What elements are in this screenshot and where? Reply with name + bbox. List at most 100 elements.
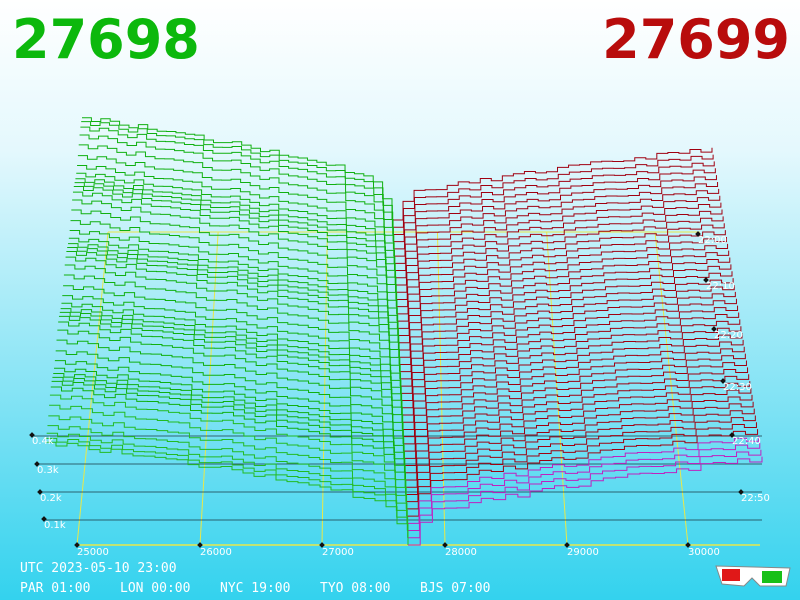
ask-depth-line	[396, 230, 726, 308]
tick-marker	[74, 542, 80, 548]
time-label: 22:30	[723, 382, 752, 393]
ask-depth-line	[392, 154, 714, 228]
bid-depth-line	[57, 329, 404, 437]
tick-marker	[41, 516, 47, 522]
time-label: 22:10	[706, 281, 735, 292]
ask-depth-line	[394, 202, 722, 279]
bid-depth-line	[46, 432, 408, 531]
timezone-label: LON 00:00	[120, 581, 190, 596]
bid-depth-line	[63, 274, 401, 379]
ask-depth-line	[402, 346, 745, 430]
price-label: 26000	[200, 547, 232, 558]
bid-depth-line	[77, 164, 395, 264]
bid-depth-line	[72, 191, 397, 300]
bid-depth-line	[45, 437, 409, 538]
tick-marker	[729, 432, 735, 438]
time-label: 22:40	[732, 436, 761, 447]
bid-depth-line	[66, 250, 400, 358]
bid-depth-line	[68, 243, 399, 343]
bid-depth-line	[69, 230, 398, 329]
bid-depth-line	[78, 144, 394, 249]
bid-depth-line	[80, 126, 394, 235]
price-label: 25000	[77, 547, 109, 558]
glasses-icon	[715, 565, 791, 587]
bid-depth-line	[53, 372, 405, 473]
tick-marker	[197, 542, 203, 548]
ask-depth-line	[392, 147, 713, 221]
ask-depth-line	[398, 278, 734, 358]
ask-depth-line	[392, 161, 715, 235]
bid-depth-line	[71, 209, 398, 314]
ask-depth-line	[404, 381, 751, 467]
depth-label: 0.3k	[37, 465, 59, 476]
bid-depth-line	[60, 308, 402, 408]
price-label: 29000	[567, 547, 599, 558]
tick-marker	[695, 231, 701, 237]
bid-depth-line	[55, 350, 404, 452]
ask-depth-line	[393, 175, 717, 250]
price-label: 30000	[688, 547, 720, 558]
bid-depth-line	[68, 237, 399, 336]
bid-depth-line	[62, 295, 402, 394]
price-label: 28000	[445, 547, 477, 558]
time-label: 22:50	[741, 493, 770, 504]
ask-depth-line	[395, 223, 725, 300]
bid-depth-line	[67, 247, 399, 350]
bid-depth-line	[61, 302, 402, 401]
grid-line	[654, 231, 689, 546]
bid-depth-line	[52, 376, 406, 480]
grid-line	[436, 231, 446, 546]
bid-depth-line	[51, 380, 406, 488]
ask-depth-line	[400, 305, 739, 387]
tick-marker	[319, 542, 325, 548]
ask-depth-line	[396, 236, 727, 315]
bid-depth-line	[75, 178, 396, 278]
ask-depth-line	[400, 319, 741, 402]
bid-depth-line	[79, 134, 394, 242]
grid-line	[199, 231, 219, 546]
bid-depth-line	[54, 360, 405, 459]
timezone-label: NYC 19:00	[220, 581, 290, 596]
ask-depth-line	[403, 367, 749, 452]
ask-depth-line	[397, 250, 730, 329]
bid-depth-line	[49, 404, 407, 509]
ask-depth-line	[399, 298, 737, 380]
bid-depth-line	[58, 315, 403, 423]
timezone-label: PAR 01:00	[20, 581, 90, 596]
grid-line	[321, 231, 328, 546]
ask-depth-line	[397, 257, 731, 337]
ask-depth-line	[398, 271, 733, 351]
ask-depth-line	[398, 264, 732, 344]
bid-depth-line	[59, 311, 403, 415]
bid-depth-line	[65, 256, 400, 365]
depth-label: 0.2k	[40, 493, 62, 504]
ask-depth-line	[393, 168, 716, 243]
ask-price: 27699	[602, 8, 790, 71]
ask-depth-line	[405, 401, 754, 488]
grid	[32, 231, 762, 546]
bid-depth-line	[63, 285, 401, 387]
ask-depth-line	[404, 387, 752, 474]
ask-depth-line	[403, 374, 750, 459]
bid-depth-line	[64, 264, 400, 372]
ask-depth-line	[395, 216, 724, 293]
bid-depth-line	[56, 339, 404, 444]
ask-depth-line	[405, 408, 755, 495]
bid-depth-line	[72, 199, 397, 307]
time-label: 22:00	[698, 235, 727, 246]
timezone-label: BJS 07:00	[420, 581, 490, 596]
bid-depth-line	[76, 172, 395, 271]
ask-depth-line	[403, 360, 747, 445]
ask-depth-line	[394, 188, 720, 264]
bid-depth-line	[45, 441, 409, 545]
tick-marker	[711, 326, 717, 332]
bid-depth-line	[49, 394, 407, 502]
bid-depth-line	[48, 415, 408, 517]
bid-depth-line	[82, 117, 393, 220]
bid-depth-line	[73, 186, 397, 293]
ask-depth-line	[407, 449, 762, 539]
ask-depth-line	[401, 339, 744, 423]
ask-depth-line	[394, 195, 721, 272]
